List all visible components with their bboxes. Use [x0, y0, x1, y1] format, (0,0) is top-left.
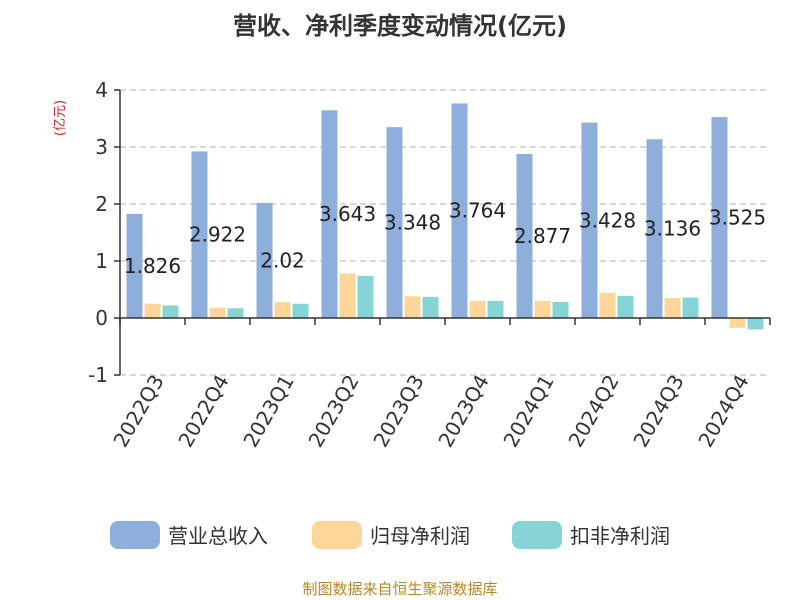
bar [227, 308, 244, 318]
y-axis-label: (亿元) [53, 100, 68, 136]
legend-swatch [110, 521, 160, 549]
bar [404, 296, 421, 318]
bar [144, 303, 161, 318]
bar [729, 318, 746, 328]
y-tick-label: 2 [95, 192, 108, 216]
data-label: 3.428 [579, 208, 636, 232]
bar [682, 297, 699, 318]
axes [119, 90, 771, 375]
data-label: 3.764 [449, 199, 506, 223]
x-tick-label: 2023Q2 [303, 371, 363, 452]
bar [747, 318, 764, 330]
chart-title: 营收、净利季度变动情况(亿元) [233, 12, 567, 40]
bar [126, 213, 143, 318]
bar [292, 303, 309, 318]
data-label: 2.877 [514, 224, 571, 248]
bar [451, 103, 468, 319]
x-tick-label: 2022Q4 [173, 371, 233, 452]
x-tick-label: 2023Q1 [238, 371, 298, 452]
x-tick-label: 2024Q4 [693, 371, 753, 452]
y-tick-labels: -1 0 1 2 3 4 [88, 78, 108, 387]
bar [534, 300, 551, 318]
x-tick-label: 2024Q3 [628, 371, 688, 452]
y-tick-label: 3 [95, 135, 108, 159]
data-label: 2.02 [260, 248, 305, 272]
source-note: 制图数据来自恒生聚源数据库 [302, 580, 497, 598]
bars [126, 103, 764, 330]
legend: 营业总收入 归母净利润 扣非净利润 [110, 521, 670, 549]
bar [357, 275, 374, 318]
legend-swatch [512, 521, 562, 549]
legend-label: 归母净利润 [370, 524, 470, 548]
bar [162, 305, 179, 318]
x-tick-labels: 2022Q3 2022Q4 2023Q1 2023Q2 2023Q3 2023Q4 2024… [108, 371, 753, 452]
legend-swatch [312, 521, 362, 549]
bar [274, 302, 291, 318]
bar [422, 296, 439, 318]
bar [552, 302, 569, 318]
bar [321, 110, 338, 318]
data-label: 3.136 [644, 217, 701, 241]
y-tick-label: -1 [88, 363, 108, 387]
x-tick-label: 2023Q4 [433, 371, 493, 452]
bar [386, 127, 403, 318]
legend-label: 营业总收入 [168, 524, 268, 548]
y-tick-label: 0 [95, 306, 108, 330]
x-tick-label: 2024Q2 [563, 371, 623, 452]
legend-label: 扣非净利润 [570, 524, 670, 548]
x-tick-label: 2022Q3 [108, 371, 168, 452]
data-label: 3.525 [709, 206, 766, 230]
bar [339, 273, 356, 318]
bar [711, 117, 728, 318]
bar [191, 151, 208, 318]
x-tick-label: 2024Q1 [498, 371, 558, 452]
y-tick-label: 4 [95, 78, 108, 102]
x-tick-label: 2023Q3 [368, 371, 428, 452]
bar [646, 139, 663, 318]
y-tick-label: 1 [95, 249, 108, 273]
bar [516, 154, 533, 318]
data-label: 1.826 [124, 254, 181, 278]
data-label: 3.348 [384, 211, 441, 235]
bar [209, 307, 226, 318]
data-labels: 1.826 2.922 2.02 3.643 3.348 3.764 2.877 3.428 3… [124, 199, 766, 278]
bar [581, 122, 598, 318]
bar [487, 300, 504, 318]
bar [256, 202, 273, 318]
bar [599, 292, 616, 318]
bar [617, 295, 634, 318]
data-label: 3.643 [319, 202, 376, 226]
data-label: 2.922 [189, 223, 246, 247]
bar [469, 300, 486, 318]
bar [664, 298, 681, 318]
